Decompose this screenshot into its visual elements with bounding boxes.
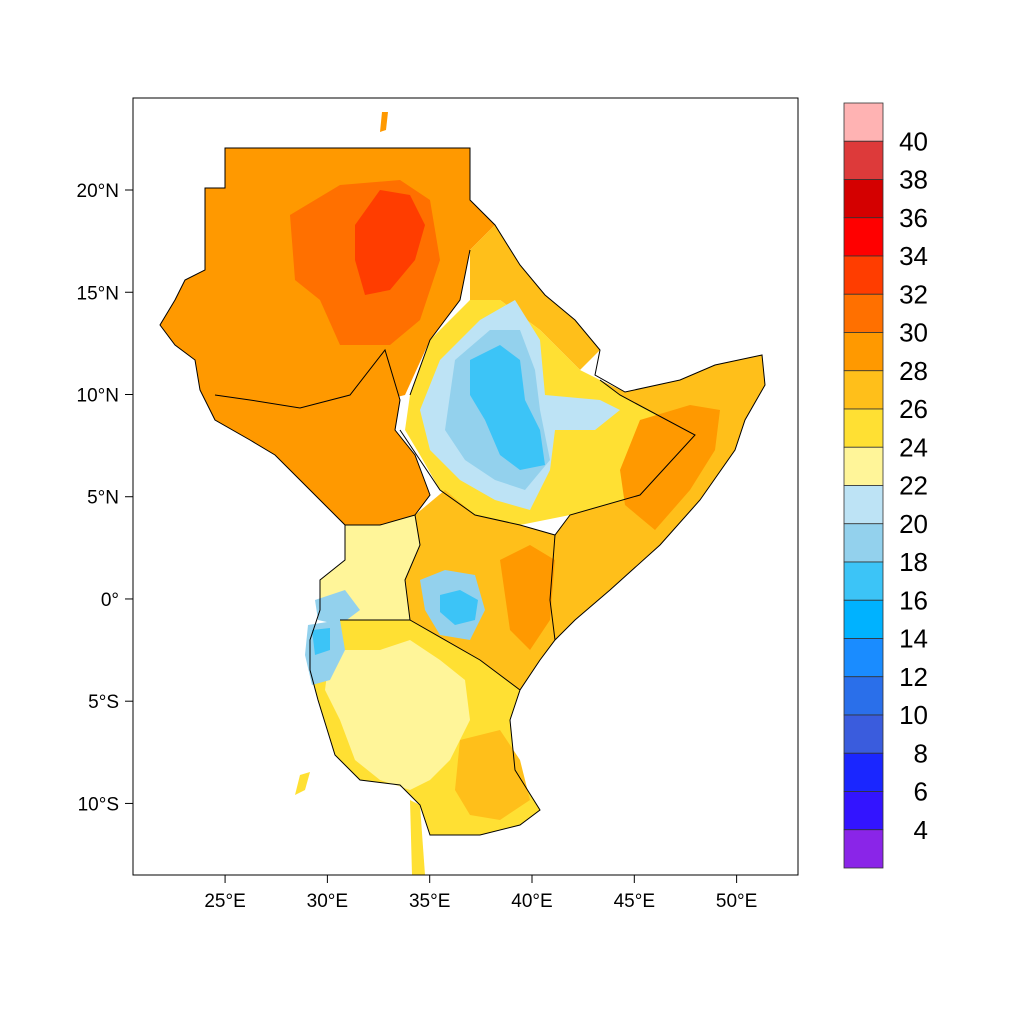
colorbar-swatch [843, 140, 884, 180]
colorbar-swatch [843, 102, 884, 142]
lon-tick-label: 45°E [614, 891, 655, 912]
colorbar-label: 30 [899, 318, 928, 348]
colorbar-swatch [843, 561, 884, 601]
colorbar-label: 18 [899, 547, 928, 577]
colorbar-swatch [843, 217, 884, 257]
colorbar-swatch [843, 791, 884, 831]
colorbar: 40 38 36 34 32 30 28 26 24 22 20 18 16 14 12 10 8 6 4 [843, 102, 928, 869]
longitude-axis: 25°E 30°E 35°E 40°E 45°E 50°E [204, 875, 757, 912]
region-tanzania-light [325, 640, 470, 790]
region-hottest-core [355, 190, 425, 295]
region-uganda-cool [315, 590, 360, 625]
region-island-north [380, 112, 388, 132]
colorbar-label: 24 [899, 432, 928, 462]
lon-tick-label: 30°E [307, 891, 348, 912]
colorbar-swatch [843, 446, 884, 486]
colorbar-label: 6 [914, 777, 928, 807]
lat-tick-label: 10°S [78, 794, 119, 815]
lat-tick-label: 10°N [77, 385, 119, 406]
colorbar-label: 12 [899, 662, 928, 692]
colorbar-swatch [843, 752, 884, 792]
colorbar-label: 20 [899, 509, 928, 539]
region-ethiopia-coldest [470, 345, 545, 470]
colorbar-label: 4 [914, 815, 928, 845]
colorbar-swatch [843, 179, 884, 219]
region-somalia-warm [620, 405, 720, 530]
country-borders [159, 147, 766, 836]
colorbar-label: 40 [899, 126, 928, 156]
lon-tick-label: 35°E [409, 891, 450, 912]
map-frame [132, 97, 799, 876]
colorbar-label: 10 [899, 700, 928, 730]
colorbar-swatch [843, 829, 884, 869]
colorbar-label: 26 [899, 394, 928, 424]
colorbar-swatch [843, 638, 884, 678]
map-panel [159, 112, 766, 875]
region-lake-tail [410, 800, 425, 875]
colorbar-swatch [843, 714, 884, 754]
colorbar-swatch [843, 408, 884, 448]
latitude-axis: 20°N 15°N 10°N 5°N 0° 5°S 10°S [77, 181, 133, 815]
region-south-sudan [200, 350, 430, 525]
region-kenya-coldest [440, 590, 478, 625]
region-tanzania-warm [455, 730, 530, 820]
colorbar-swatch [843, 676, 884, 716]
lat-tick-label: 15°N [77, 283, 119, 304]
colorbar-swatch [843, 370, 884, 410]
region-lake-victoria-coldest [312, 628, 330, 655]
colorbar-label: 22 [899, 471, 928, 501]
colorbar-swatch [843, 523, 884, 563]
lat-tick-label: 0° [101, 590, 119, 611]
lon-tick-label: 40°E [511, 891, 552, 912]
colorbar-label: 14 [899, 624, 928, 654]
lon-tick-label: 50°E [716, 891, 757, 912]
colorbar-swatch [843, 332, 884, 372]
lat-tick-label: 5°N [87, 488, 119, 509]
colorbar-label: 32 [899, 279, 928, 309]
colorbar-label: 16 [899, 585, 928, 615]
region-eritrea [470, 225, 600, 370]
colorbar-swatch [843, 485, 884, 525]
colorbar-label: 8 [914, 738, 928, 768]
colorbar-label: 28 [899, 356, 928, 386]
region-kenya-warm [500, 545, 555, 650]
colorbar-label: 36 [899, 203, 928, 233]
colorbar-swatch [843, 255, 884, 295]
lat-tick-label: 20°N [77, 181, 119, 202]
colorbar-swatch [843, 293, 884, 333]
lon-tick-label: 25°E [204, 891, 245, 912]
region-island [295, 772, 310, 795]
colorbar-swatch [843, 599, 884, 639]
colorbar-label: 34 [899, 241, 928, 271]
lat-tick-label: 5°S [88, 692, 119, 713]
colorbar-label: 38 [899, 165, 928, 195]
